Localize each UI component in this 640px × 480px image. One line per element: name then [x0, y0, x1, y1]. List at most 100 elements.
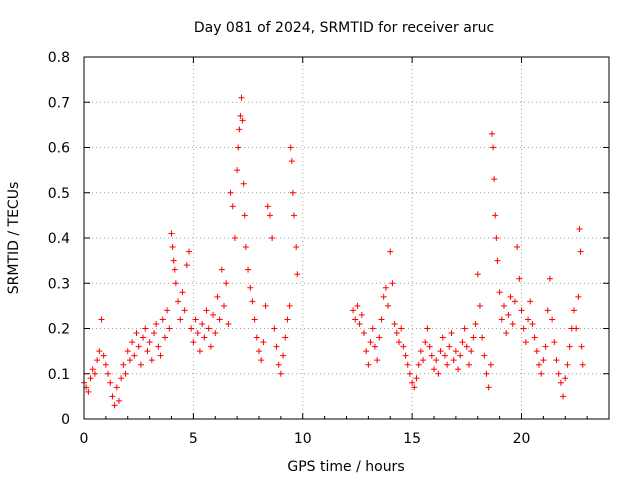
- data-point: [459, 339, 466, 346]
- data-point: [350, 307, 357, 314]
- data-point: [253, 334, 260, 341]
- y-tick-label: 0.2: [48, 322, 70, 338]
- data-point: [172, 280, 179, 287]
- data-point: [137, 361, 144, 368]
- data-point: [190, 339, 197, 346]
- data-point: [431, 366, 437, 373]
- data-point: [280, 352, 287, 359]
- data-point: [111, 402, 118, 409]
- data-point: [236, 126, 243, 133]
- y-tick-label: 0.5: [48, 186, 70, 202]
- data-point: [522, 339, 529, 346]
- data-point: [546, 275, 553, 282]
- y-tick-label: 0.4: [48, 231, 70, 247]
- data-point: [560, 393, 567, 400]
- data-point: [493, 235, 500, 241]
- data-point: [483, 370, 490, 377]
- data-point: [214, 293, 221, 300]
- data-point: [118, 375, 125, 382]
- data-point: [113, 384, 120, 391]
- data-point: [498, 316, 505, 323]
- data-point: [291, 212, 297, 219]
- data-point: [289, 189, 296, 196]
- data-point: [514, 244, 521, 251]
- data-point: [275, 361, 282, 368]
- data-point: [382, 284, 389, 291]
- data-point: [201, 334, 208, 341]
- data-point: [455, 366, 462, 373]
- data-point: [400, 343, 407, 350]
- data-point: [417, 348, 424, 355]
- data-point: [225, 320, 232, 327]
- data-point: [216, 316, 223, 323]
- data-point: [155, 343, 162, 350]
- data-point: [179, 289, 186, 296]
- data-point: [271, 325, 278, 332]
- data-point: [544, 307, 551, 314]
- data-point: [452, 348, 459, 355]
- chart-title: Day 081 of 2024, SRMTID for receiver aru…: [194, 20, 494, 36]
- data-point: [242, 244, 249, 251]
- data-point: [409, 379, 416, 386]
- y-tick-label: 0: [61, 412, 70, 428]
- data-point: [564, 361, 571, 368]
- data-point: [144, 348, 151, 355]
- data-point: [463, 343, 470, 350]
- data-point: [488, 130, 495, 137]
- data-point: [85, 388, 92, 395]
- data-point: [205, 325, 212, 332]
- data-point: [199, 320, 206, 327]
- data-point: [159, 316, 166, 323]
- data-point: [181, 307, 188, 314]
- data-point: [148, 357, 155, 364]
- data-point: [481, 352, 488, 359]
- data-point: [525, 316, 532, 323]
- data-point: [577, 248, 584, 255]
- data-point: [518, 307, 525, 314]
- data-points: [81, 94, 586, 409]
- data-point: [398, 325, 405, 332]
- data-point: [146, 339, 153, 346]
- data-point: [354, 302, 361, 309]
- data-point: [256, 348, 262, 355]
- data-point: [402, 352, 409, 359]
- data-point: [393, 330, 400, 337]
- data-point: [542, 343, 549, 350]
- data-point: [450, 357, 457, 364]
- x-tick-label: 5: [189, 431, 198, 447]
- data-point: [120, 361, 127, 368]
- data-point: [264, 203, 271, 210]
- y-tick-label: 0.3: [48, 276, 70, 292]
- data-point: [203, 307, 210, 314]
- data-point: [491, 176, 498, 183]
- data-point: [91, 370, 98, 377]
- data-point: [385, 302, 392, 309]
- data-point: [367, 339, 374, 346]
- data-point: [433, 357, 440, 364]
- data-point: [262, 302, 269, 309]
- data-point: [96, 348, 103, 355]
- data-point: [533, 348, 540, 355]
- data-point: [520, 325, 527, 332]
- x-tick-label: 15: [403, 431, 421, 447]
- y-axis-title: SRMTID / TECUs: [6, 182, 22, 295]
- data-point: [538, 370, 545, 377]
- data-point: [562, 375, 569, 382]
- data-point: [107, 379, 114, 386]
- data-point: [286, 302, 293, 309]
- data-point: [87, 375, 94, 382]
- data-point: [529, 320, 536, 327]
- data-point: [131, 352, 138, 359]
- data-point: [124, 348, 131, 355]
- y-tick-label: 0.1: [48, 367, 70, 383]
- data-point: [549, 316, 556, 323]
- data-point: [238, 94, 245, 101]
- data-point: [237, 112, 244, 119]
- data-point: [466, 361, 472, 368]
- data-point: [273, 343, 280, 350]
- data-point: [352, 316, 359, 323]
- data-point: [420, 357, 427, 364]
- data-point: [437, 348, 444, 355]
- data-point: [183, 262, 190, 269]
